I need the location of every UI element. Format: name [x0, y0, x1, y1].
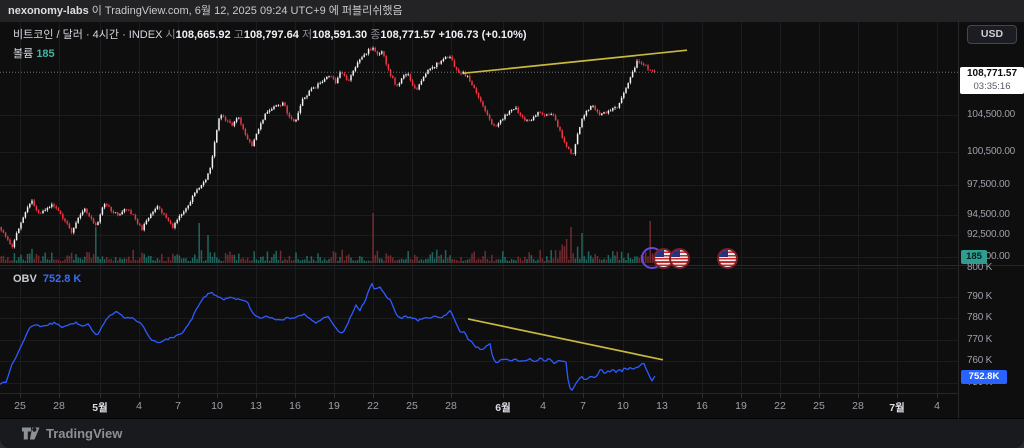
ohlc-high-value: 108,797.64 [243, 29, 299, 41]
time-axis-label: 7월 [889, 402, 905, 414]
time-axis-tick [780, 394, 781, 398]
time-axis-label: 7 [580, 400, 586, 412]
price-axis-label: 790 K [967, 291, 993, 302]
time-axis-label: 22 [367, 400, 379, 412]
time-axis-label: 19 [735, 400, 747, 412]
ohlc-close-label: 종 [370, 29, 381, 41]
tradingview-logo-text[interactable]: TradingView [46, 426, 123, 441]
ohlc-open-value: 108,665.92 [175, 29, 231, 41]
time-axis-tick [819, 394, 820, 398]
last-price-value: 108,771.57 [966, 68, 1018, 79]
volume-label[interactable]: 볼륨 [13, 48, 34, 60]
time-axis-tick [178, 394, 179, 398]
time-axis-label: 16 [289, 400, 301, 412]
time-axis-label: 28 [852, 400, 864, 412]
price-axis-label: 94,500.00 [967, 209, 1010, 220]
price-axis-label: 770 K [967, 334, 993, 345]
tradingview-logo-icon[interactable] [22, 426, 40, 441]
attribution-text: 이 TradingView.com, 6월 12, 2025 09:24 UTC… [88, 5, 403, 17]
time-axis-tick [897, 394, 898, 398]
bottom-bar: TradingView [0, 418, 1024, 448]
price-axis-label: 97,500.00 [967, 179, 1010, 190]
ohlc-low-value: 108,591.30 [312, 29, 368, 41]
time-axis-label: 10 [617, 400, 629, 412]
time-axis-tick [583, 394, 584, 398]
time-axis-label: 22 [774, 400, 786, 412]
bar-countdown: 03:35:16 [973, 81, 1011, 92]
legend-row-symbol: 비트코인 / 달러 · 4시간 · INDEX 시108,665.92 고108… [13, 26, 527, 42]
time-axis-label: 7 [175, 400, 181, 412]
time-axis-label: 5월 [92, 402, 108, 414]
time-axis-tick [741, 394, 742, 398]
last-price-badge: 108,771.57 03:35:16 [960, 67, 1024, 94]
obv-axis-badge: 752.8K [961, 370, 1007, 384]
time-axis-tick [543, 394, 544, 398]
time-axis-tick [217, 394, 218, 398]
obv-value: 752.8 K [42, 273, 82, 285]
change-value: +106.73 (+0.10%) [438, 29, 527, 41]
time-axis-tick [702, 394, 703, 398]
time-axis-tick [139, 394, 140, 398]
time-axis-label: 13 [250, 400, 262, 412]
price-axis-label: 760 K [967, 355, 993, 366]
time-axis-tick [295, 394, 296, 398]
pane-separator-axis [959, 265, 1024, 266]
attribution-author[interactable]: nexonomy-labs [8, 5, 89, 17]
time-axis-tick [937, 394, 938, 398]
volume-axis-badge: 185 [961, 250, 987, 264]
obv-legend: OBV 752.8 K [13, 273, 81, 285]
time-axis-label: 13 [656, 400, 668, 412]
price-axis-label: 90,500.00 [967, 251, 1010, 262]
price-axis-label: 780 K [967, 312, 993, 323]
time-axis-label: 4 [136, 400, 142, 412]
chart-canvas[interactable] [0, 22, 958, 393]
symbol-title[interactable]: 비트코인 / 달러 · 4시간 · INDEX [13, 29, 163, 41]
trendline-price [463, 49, 688, 75]
time-axis[interactable]: 25 28 5월 4 7 10 13 16 19 22 25 28 6월 4 7 10 13 16 19 22 25 28… [0, 393, 1024, 418]
legend-row-volume: 볼륨 185 [13, 45, 527, 61]
price-axis-label: 104,500.00 [967, 109, 1016, 120]
price-axis[interactable]: USD 108,771.57 03:35:16 185 752.8K 104,5… [958, 22, 1024, 418]
time-axis-tick [334, 394, 335, 398]
time-axis-label: 25 [406, 400, 418, 412]
time-axis-tick [256, 394, 257, 398]
time-axis-tick [412, 394, 413, 398]
currency-button[interactable]: USD [967, 25, 1017, 44]
trendline-obv [467, 318, 664, 361]
time-axis-label: 6월 [495, 402, 511, 414]
ohlc-close-value: 108,771.57 [380, 29, 436, 41]
time-axis-tick [503, 394, 504, 398]
attribution-bar: nexonomy-labs 이 TradingView.com, 6월 12, … [0, 0, 1024, 22]
time-axis-label: 28 [445, 400, 457, 412]
time-axis-label: 28 [53, 400, 65, 412]
time-axis-tick [623, 394, 624, 398]
time-axis-tick [451, 394, 452, 398]
time-axis-label: 4 [934, 400, 940, 412]
volume-value: 185 [36, 48, 55, 60]
ohlc-low-label: 저 [301, 29, 313, 41]
time-axis-label: 4 [540, 400, 546, 412]
price-axis-label: 800 K [967, 262, 993, 273]
time-axis-label: 25 [14, 400, 26, 412]
time-axis-tick [100, 394, 101, 398]
time-axis-label: 25 [813, 400, 825, 412]
time-axis-label: 19 [328, 400, 340, 412]
us-flag-sticker[interactable] [668, 247, 690, 269]
us-flag-sticker[interactable] [716, 247, 738, 269]
time-axis-tick [59, 394, 60, 398]
time-axis-tick [858, 394, 859, 398]
time-axis-tick [662, 394, 663, 398]
time-axis-tick [20, 394, 21, 398]
chart-legend: 비트코인 / 달러 · 4시간 · INDEX 시108,665.92 고108… [13, 26, 527, 61]
ohlc-high-label: 고 [233, 29, 244, 41]
price-axis-label: 100,500.00 [967, 146, 1016, 157]
time-axis-label: 10 [211, 400, 223, 412]
ohlc-open-label: 시 [165, 29, 176, 41]
price-axis-label: 92,500.00 [967, 229, 1010, 240]
time-axis-tick [373, 394, 374, 398]
obv-label[interactable]: OBV [13, 273, 37, 285]
time-axis-label: 16 [696, 400, 708, 412]
